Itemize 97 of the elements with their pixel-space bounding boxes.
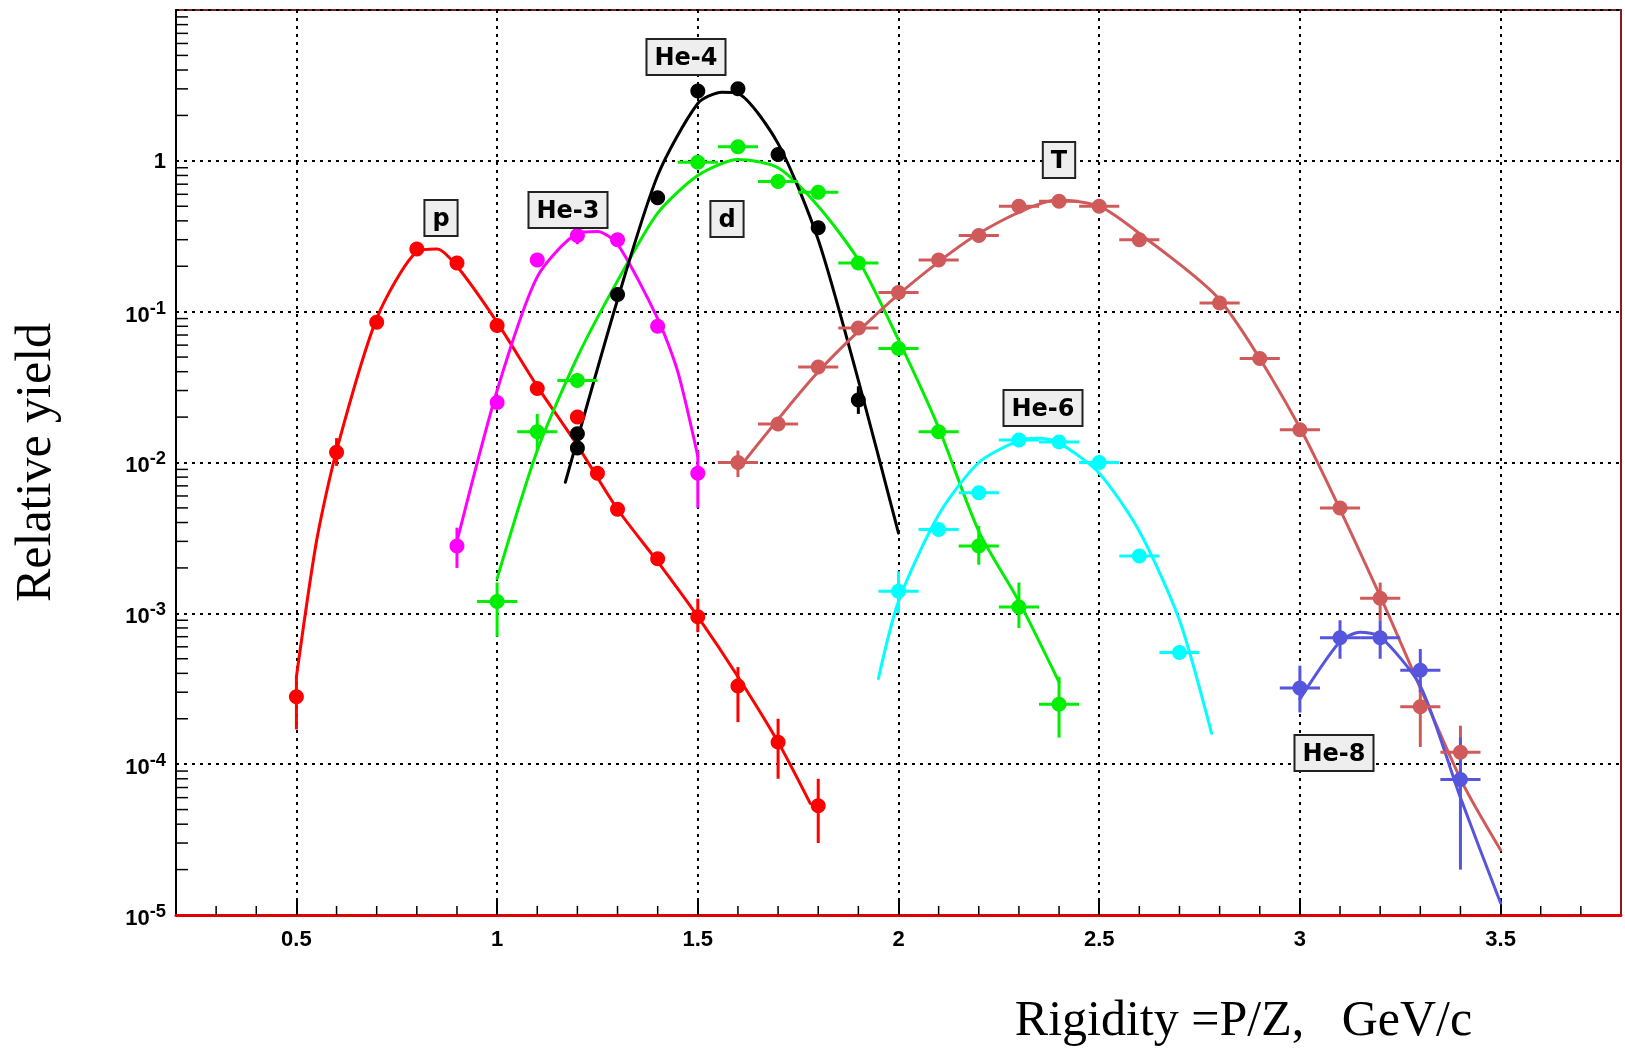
point — [730, 678, 746, 694]
point — [589, 465, 605, 481]
point — [1011, 198, 1027, 214]
point — [569, 372, 585, 388]
point — [569, 440, 585, 456]
point — [770, 173, 786, 189]
point — [730, 139, 746, 155]
point — [610, 501, 626, 517]
annotation: He-3 — [536, 196, 600, 224]
point — [1011, 432, 1027, 448]
point — [489, 317, 505, 333]
point — [1452, 744, 1468, 760]
x-tick-label: 2 — [892, 925, 905, 951]
point — [288, 689, 304, 705]
point — [1332, 630, 1348, 646]
point — [329, 444, 345, 460]
y-tick-label: 1 — [153, 147, 166, 176]
point — [1051, 434, 1067, 450]
point — [1252, 350, 1268, 366]
x-tick-label: 1.5 — [682, 925, 714, 951]
y-tick-label: 10$^{-3}$ — [125, 597, 166, 631]
point — [1372, 630, 1388, 646]
annotation: He-6 — [1011, 394, 1075, 422]
point — [891, 285, 906, 300]
y-tick-label: 10$^{-1}$ — [125, 295, 166, 329]
x-tick-label: 2.5 — [1083, 925, 1115, 951]
point — [810, 184, 826, 200]
x-tick-label: 3 — [1293, 925, 1307, 951]
point — [891, 340, 906, 356]
point — [610, 232, 626, 248]
y-axis-title: Relative yield — [5, 322, 61, 603]
point — [690, 154, 706, 170]
point — [1412, 662, 1428, 678]
point — [810, 359, 826, 375]
x-tick-label: 0.5 — [281, 925, 312, 951]
point — [1171, 645, 1187, 660]
point — [1011, 599, 1027, 615]
point — [449, 538, 465, 554]
point — [1091, 198, 1107, 214]
point — [449, 255, 465, 271]
x-tick-label: 3.5 — [1485, 925, 1516, 951]
point — [409, 241, 425, 257]
point — [529, 380, 545, 396]
point — [971, 227, 987, 243]
point — [770, 734, 786, 750]
point — [850, 255, 866, 271]
point — [369, 314, 385, 330]
point — [610, 286, 626, 302]
point — [891, 583, 906, 599]
point — [730, 81, 746, 97]
annotation: He-8 — [1302, 739, 1366, 767]
point — [690, 465, 706, 481]
point — [931, 424, 947, 440]
point — [810, 798, 826, 814]
point — [1051, 193, 1067, 209]
point — [690, 83, 706, 99]
point — [1332, 500, 1348, 516]
point — [850, 392, 866, 408]
point — [529, 424, 545, 440]
annotation: d — [718, 205, 736, 233]
point — [650, 190, 666, 206]
y-tick-label: 10$^{-5}$ — [125, 898, 166, 933]
point — [850, 320, 866, 336]
point — [1292, 680, 1308, 696]
point — [569, 227, 585, 243]
x-tick-label: 1 — [490, 925, 504, 951]
point — [1051, 696, 1067, 712]
annotation: p — [432, 204, 450, 232]
point — [1091, 455, 1107, 470]
point — [650, 318, 666, 334]
point — [971, 538, 987, 554]
point — [529, 252, 545, 268]
point — [931, 252, 947, 268]
point — [810, 220, 826, 236]
point — [1452, 772, 1468, 788]
annotation: T — [1050, 146, 1068, 174]
point — [1212, 295, 1228, 311]
point — [770, 416, 786, 432]
point — [1412, 699, 1428, 715]
point — [489, 394, 505, 410]
point — [971, 485, 987, 501]
y-tick-label: 10$^{-4}$ — [125, 748, 166, 782]
y-tick-label: 10$^{-2}$ — [125, 446, 166, 480]
point — [1131, 232, 1147, 248]
point — [489, 593, 505, 609]
point — [770, 147, 786, 163]
x-axis-title: Rigidity =P/Z, GeV/c — [1014, 990, 1473, 1046]
point — [569, 409, 585, 425]
point — [1372, 590, 1388, 606]
point — [1131, 548, 1147, 564]
point — [730, 455, 746, 470]
point — [931, 521, 947, 537]
annotation: He-4 — [654, 43, 718, 71]
point — [1292, 422, 1308, 438]
point — [690, 609, 706, 625]
point — [650, 551, 666, 567]
point — [569, 426, 585, 442]
